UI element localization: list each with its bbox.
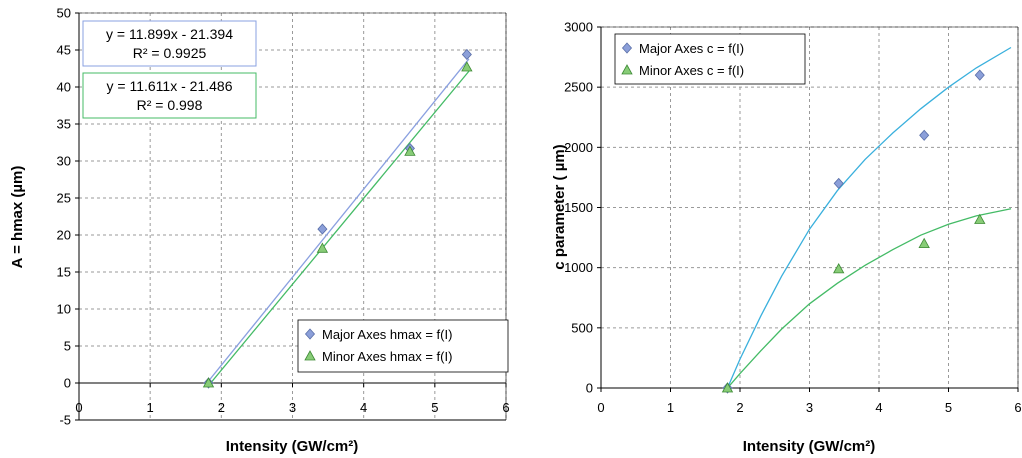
y-tick-label: 2000 xyxy=(564,140,593,155)
x-tick-label: 6 xyxy=(1014,400,1021,415)
y-tick-label: 35 xyxy=(57,117,71,132)
r-squared-text-series-0: R² = 0.9925 xyxy=(133,45,207,61)
x-tick-label: 1 xyxy=(667,400,674,415)
x-tick-label: 2 xyxy=(218,400,225,415)
x-tick-label: 4 xyxy=(875,400,882,415)
y-tick-label: 3000 xyxy=(564,20,593,35)
y-tick-label: 25 xyxy=(57,191,71,206)
x-tick-label: 4 xyxy=(360,400,367,415)
y-tick-label: 0 xyxy=(586,381,593,396)
x-tick-label: 3 xyxy=(289,400,296,415)
legend: Major Axes c = f(I) Minor Axes c = f(I) xyxy=(615,34,805,84)
y-tick-label: 15 xyxy=(57,265,71,280)
x-tick-label: 0 xyxy=(597,400,604,415)
x-tick-label: 2 xyxy=(736,400,743,415)
legend-label-series-0: Major Axes hmax = f(I) xyxy=(322,327,452,342)
equation-text-series-1: y = 11.611x - 21.486 xyxy=(107,78,233,94)
y-axis-title: c parameter ( µm) xyxy=(551,144,568,269)
y-tick-label: 45 xyxy=(57,43,71,58)
legend-label-series-1: Minor Axes c = f(I) xyxy=(639,63,744,78)
y-tick-label: 5 xyxy=(64,339,71,354)
y-tick-label: 500 xyxy=(571,320,593,335)
legend-label-series-0: Major Axes c = f(I) xyxy=(639,41,744,56)
x-tick-label: 0 xyxy=(75,400,82,415)
x-tick-label: 5 xyxy=(431,400,438,415)
x-axis-title: Intensity (GW/cm²) xyxy=(743,438,876,455)
y-tick-label: 1500 xyxy=(564,200,593,215)
y-tick-label: 10 xyxy=(57,302,71,317)
y-tick-label: 0 xyxy=(64,376,71,391)
y-tick-label: -5 xyxy=(59,413,71,428)
y-tick-label: 50 xyxy=(57,6,71,21)
r-squared-text-series-1: R² = 0.998 xyxy=(137,97,203,113)
y-tick-label: 20 xyxy=(57,228,71,243)
equation-text-series-0: y = 11.899x - 21.394 xyxy=(106,26,233,42)
chart-right-c-parameter: 0 1 2 3 4 5 6 0 500 1000 1500 2000 2500 3000 Intensity… xyxy=(551,20,1022,456)
x-axis-title: Intensity (GW/cm²) xyxy=(226,438,359,455)
legend: Major Axes hmax = f(I) Minor Axes hmax = … xyxy=(298,320,508,372)
y-tick-label: 2500 xyxy=(564,80,593,95)
y-axis-title: A = hmax (µm) xyxy=(9,166,26,269)
y-tick-label: 1000 xyxy=(564,260,593,275)
x-tick-label: 3 xyxy=(806,400,813,415)
y-tick-label: 40 xyxy=(57,80,71,95)
x-tick-label: 6 xyxy=(502,400,509,415)
x-tick-label: 5 xyxy=(945,400,952,415)
x-tick-label: 1 xyxy=(147,400,154,415)
y-tick-label: 30 xyxy=(57,154,71,169)
legend-label-series-1: Minor Axes hmax = f(I) xyxy=(322,349,452,364)
